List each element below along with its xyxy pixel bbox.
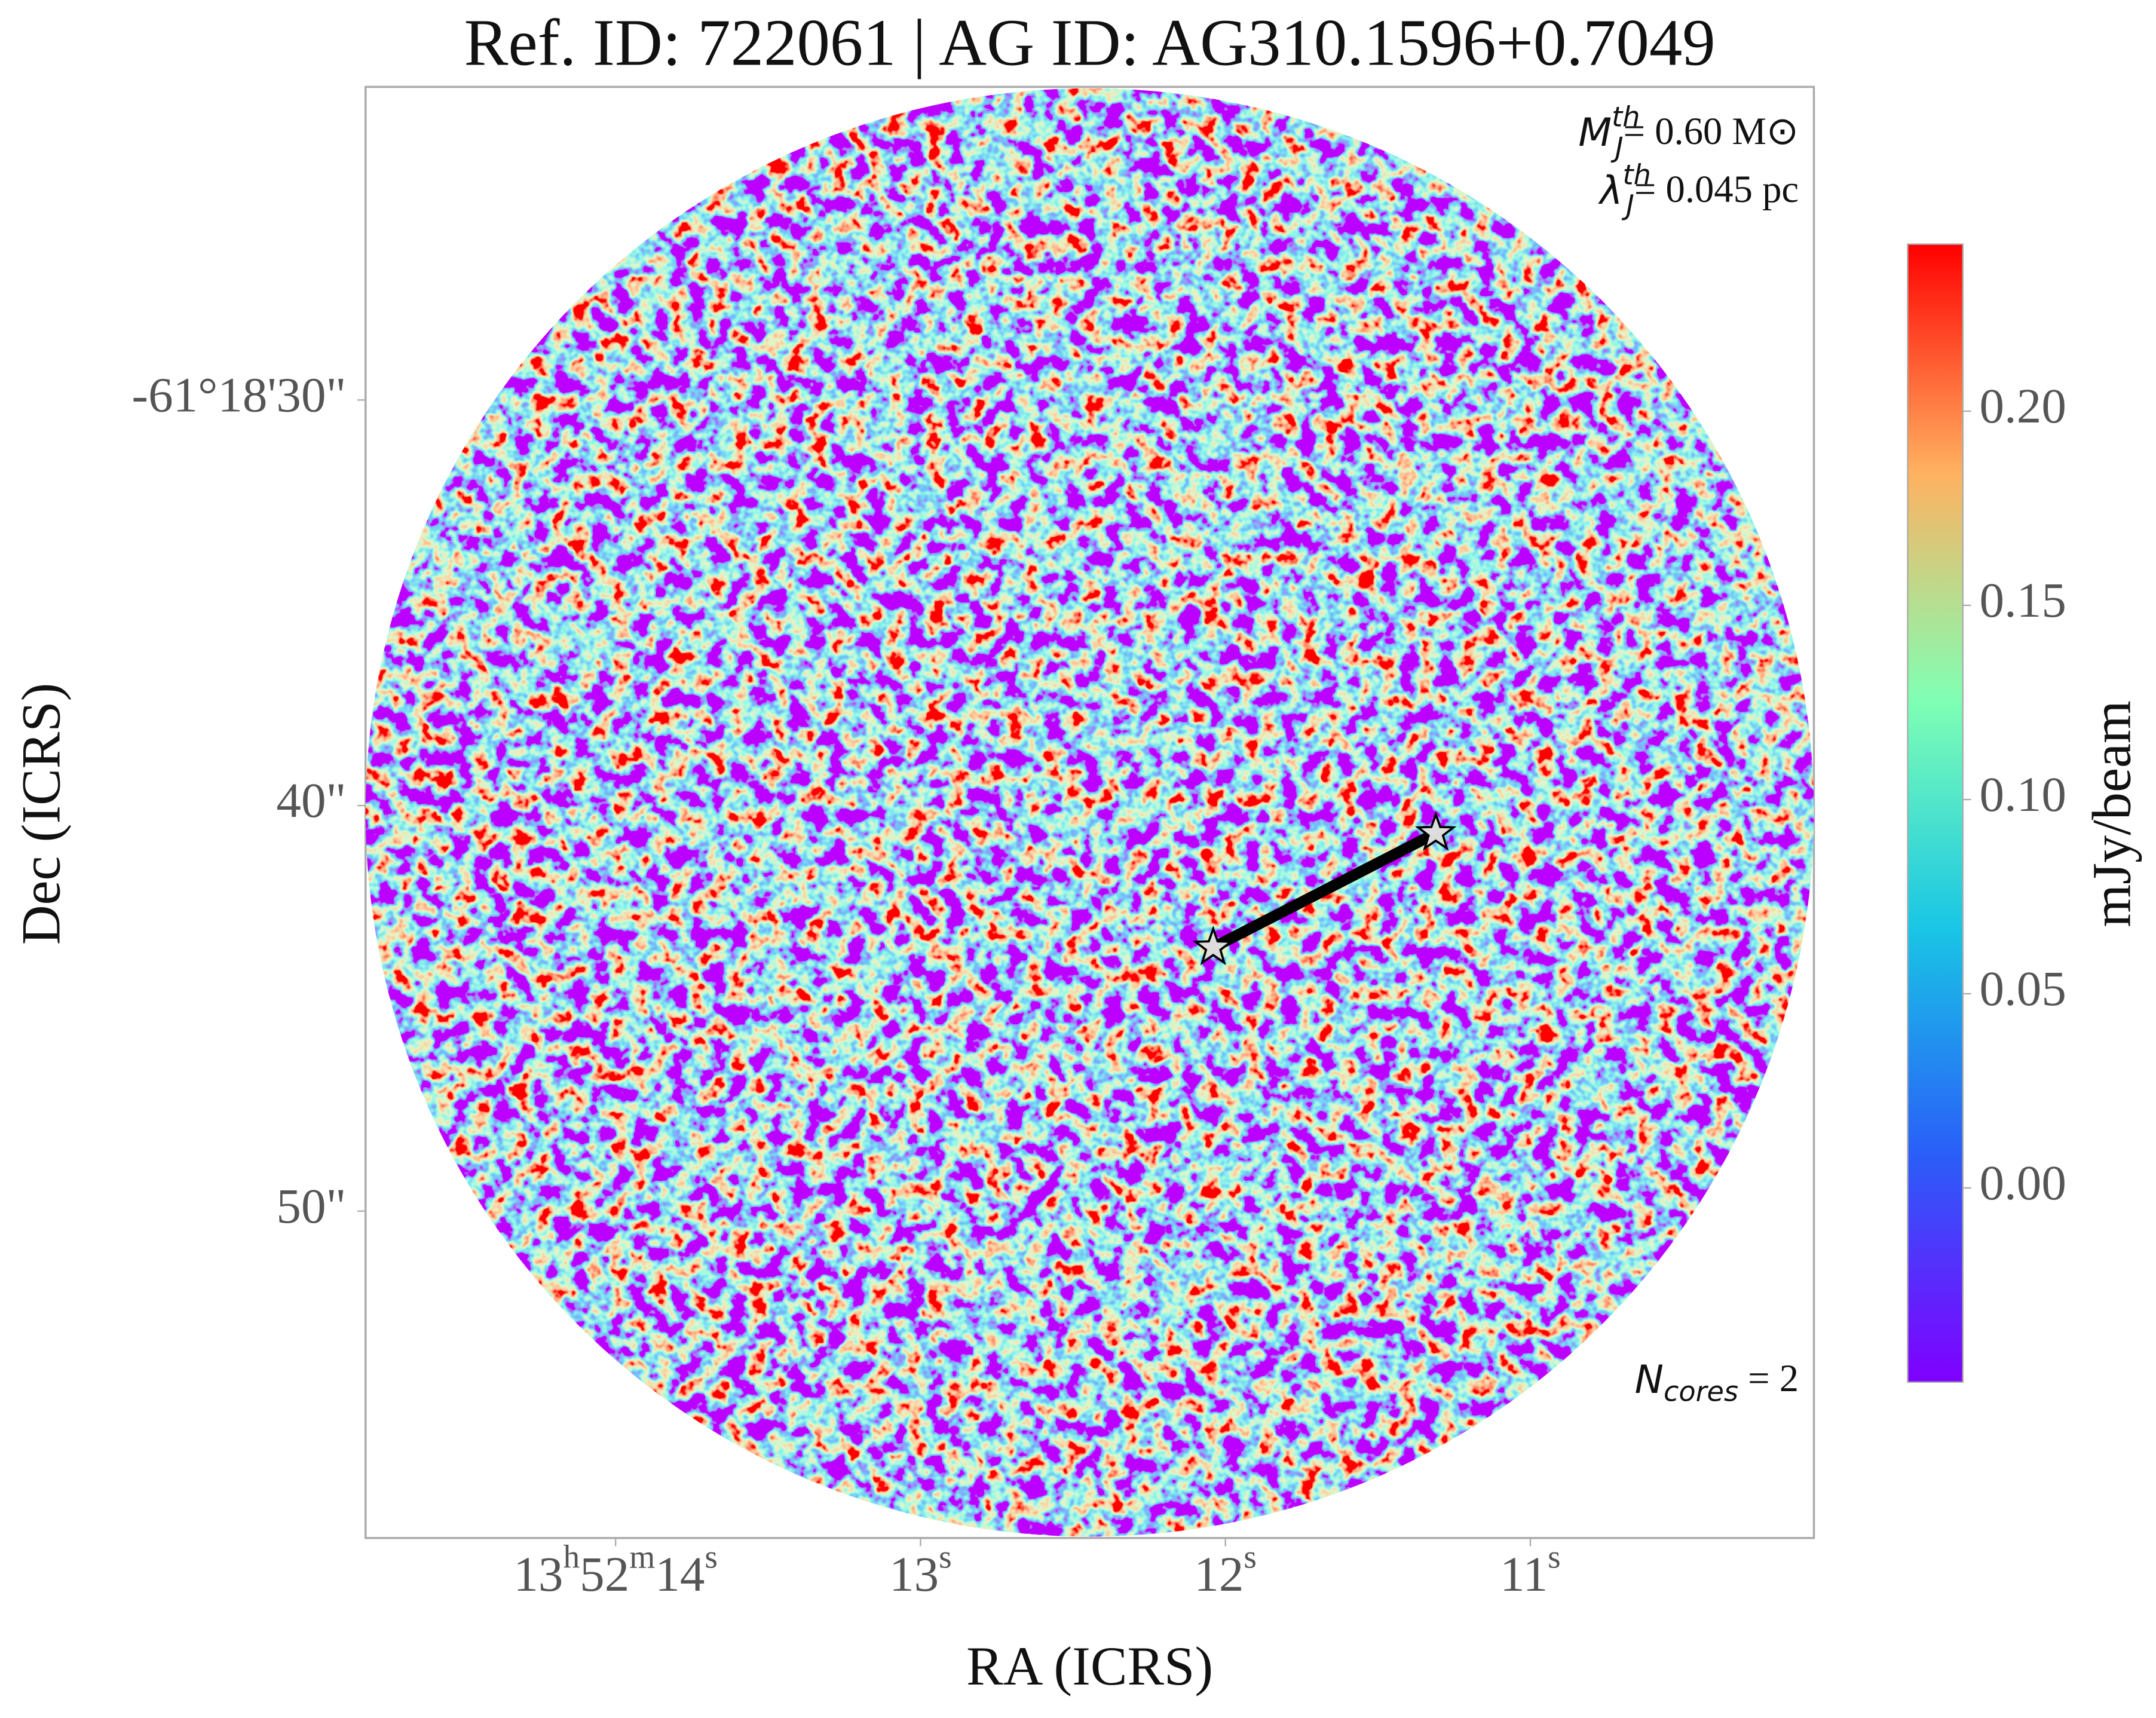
annotation-part: N bbox=[1635, 1358, 1664, 1402]
x-tick-label: 11s bbox=[1500, 1538, 1561, 1601]
y-tick-label: 40" bbox=[276, 773, 346, 828]
colorbar-tick-label: 0.00 bbox=[1979, 1155, 2066, 1210]
y-tick-label: 50" bbox=[276, 1178, 346, 1233]
x-tick-label: 13s bbox=[889, 1538, 952, 1601]
colorbar-tick-label: 0.05 bbox=[1979, 961, 2066, 1016]
core-marker bbox=[1414, 811, 1457, 851]
core-marker bbox=[1192, 925, 1235, 966]
x-axis-label: RA (ICRS) bbox=[966, 1636, 1213, 1696]
annotation: Mth J= 0.60 M⊙ bbox=[1578, 100, 1799, 163]
annotation-part: M bbox=[1578, 111, 1612, 155]
colorbar-tick-label: 0.10 bbox=[1979, 767, 2066, 822]
colorbar-tick-label: 0.20 bbox=[1979, 378, 2066, 433]
annotation: Ncores = 2 bbox=[1635, 1356, 1799, 1407]
intensity-map bbox=[365, 88, 1814, 1537]
annotation-part: th bbox=[1612, 100, 1640, 133]
annotation-part: cores bbox=[1664, 1375, 1738, 1407]
core-link bbox=[1211, 828, 1438, 953]
annotation-part: th bbox=[1622, 158, 1650, 191]
annotation-part: = 2 bbox=[1738, 1356, 1799, 1399]
colorbar-label: mJy/beam bbox=[2081, 700, 2142, 927]
colorbar bbox=[1907, 243, 1964, 1383]
colorbar-tick-label: 0.15 bbox=[1979, 572, 2066, 627]
chart-title: Ref. ID: 722061 | AG ID: AG310.1596+0.70… bbox=[464, 6, 1716, 79]
annotation-part: = 0.60 M⊙ bbox=[1624, 109, 1799, 152]
x-tick-label: 12s bbox=[1194, 1538, 1257, 1601]
x-tick-label: 13h52m14s bbox=[513, 1538, 718, 1601]
y-tick-label: -61°18'30" bbox=[131, 367, 346, 422]
annotation-part: λ bbox=[1598, 169, 1622, 213]
y-axis-label: Dec (ICRS) bbox=[11, 683, 72, 945]
annotation-part: = 0.045 pc bbox=[1634, 167, 1799, 210]
